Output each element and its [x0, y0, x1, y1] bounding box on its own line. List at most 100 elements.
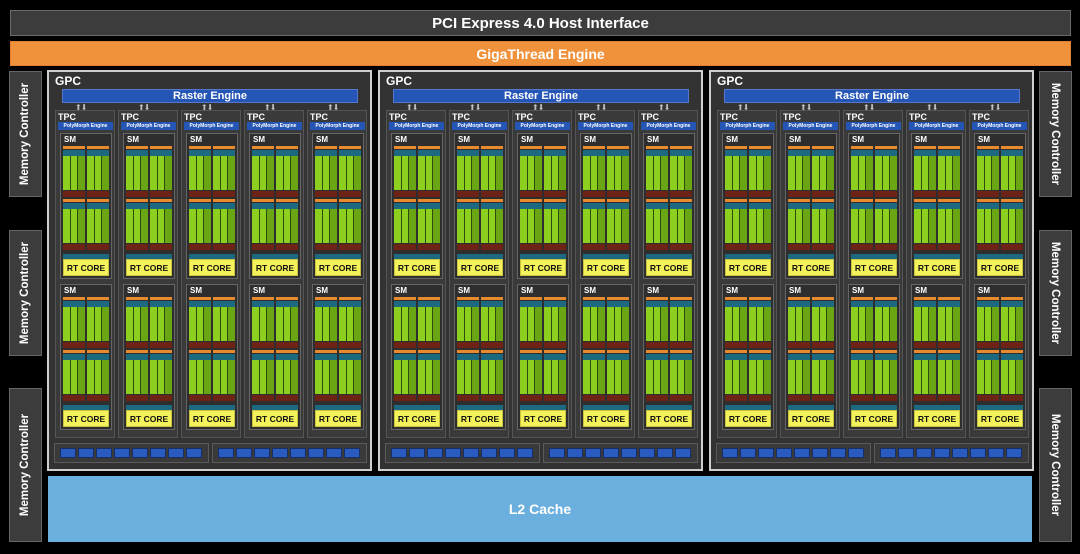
- sm-processing-block: [394, 199, 417, 252]
- sm-processing-block: [812, 146, 835, 199]
- streaming-multiprocessor: SM: [785, 284, 837, 430]
- tpc-label: TPC: [641, 112, 659, 122]
- tpc: TPC PolyMorph Engine SM: [843, 110, 903, 438]
- sm-processing-block: [213, 297, 236, 350]
- sm-processing-block: [276, 350, 299, 403]
- sm-processing-block: [914, 199, 937, 252]
- sm-processing-block: [725, 146, 748, 199]
- polymorph-label: PolyMorph Engine: [252, 123, 297, 129]
- cuda-cores: [875, 156, 898, 190]
- sm-processing-block: [851, 199, 874, 252]
- sm-partition: [126, 199, 173, 252]
- cuda-cores: [544, 307, 567, 341]
- sm-processing-block: [418, 146, 441, 199]
- streaming-multiprocessor: SM: [643, 284, 695, 430]
- cuda-cores: [418, 307, 441, 341]
- rt-core-label: RT CORE: [728, 413, 768, 424]
- rt-core-label: RT CORE: [318, 262, 358, 273]
- sm-processing-block: [749, 199, 772, 252]
- streaming-multiprocessor: SM: [722, 284, 774, 430]
- gpc-label: GPC: [717, 74, 744, 88]
- tpc: TPC PolyMorph Engine SM: [244, 110, 304, 438]
- memory-block: [848, 448, 864, 458]
- sm-processing-block: [63, 297, 86, 350]
- polymorph-engine: PolyMorph Engine: [389, 122, 444, 130]
- rt-core-label: RT CORE: [523, 413, 563, 424]
- cuda-cores: [938, 209, 961, 243]
- cuda-cores: [63, 209, 86, 243]
- memory-block: [1006, 448, 1022, 458]
- memory-block: [427, 448, 443, 458]
- sm-processing-block: [670, 199, 693, 252]
- tpc-label: TPC: [720, 112, 738, 122]
- memory-block: [186, 448, 202, 458]
- sm-partition: [914, 350, 961, 403]
- sm-label: SM: [789, 135, 801, 144]
- sm-shared-memory: [63, 254, 109, 262]
- gpc-2: GPC Raster Engine ⬆⬇ TPC PolyMorph Engine…: [378, 70, 703, 471]
- cuda-cores: [977, 156, 1000, 190]
- sm-partition: [977, 199, 1024, 252]
- sm-label: SM: [190, 286, 202, 295]
- rt-core-label: RT CORE: [66, 413, 106, 424]
- cuda-cores: [126, 307, 149, 341]
- sm-label: SM: [64, 135, 76, 144]
- memory-block: [812, 448, 828, 458]
- cuda-cores: [646, 156, 669, 190]
- cuda-cores: [812, 156, 835, 190]
- sm-shared-memory: [646, 405, 692, 413]
- cuda-cores: [914, 307, 937, 341]
- cuda-cores: [1001, 360, 1024, 394]
- raster-engine-label: Raster Engine: [835, 90, 909, 102]
- rt-core: RT CORE: [457, 410, 503, 427]
- cuda-cores: [977, 307, 1000, 341]
- sm-shared-memory: [725, 254, 771, 262]
- sm-processing-block: [544, 199, 567, 252]
- sm-shared-memory: [457, 254, 503, 262]
- streaming-multiprocessor: SM: [249, 133, 301, 279]
- polymorph-label: PolyMorph Engine: [126, 123, 171, 129]
- sm-label: SM: [852, 135, 864, 144]
- sm-processing-block: [977, 199, 1000, 252]
- bidirectional-arrow-icon: ⬆⬇: [201, 103, 213, 112]
- sm-partition: [394, 199, 441, 252]
- cuda-cores: [938, 156, 961, 190]
- sm-processing-block: [481, 297, 504, 350]
- streaming-multiprocessor: SM: [911, 284, 963, 430]
- sm-partition: [520, 297, 567, 350]
- cuda-cores: [749, 156, 772, 190]
- sm-label: SM: [584, 286, 596, 295]
- cuda-cores: [749, 307, 772, 341]
- rt-core: RT CORE: [851, 259, 897, 276]
- rt-core: RT CORE: [914, 259, 960, 276]
- polymorph-label: PolyMorph Engine: [394, 123, 439, 129]
- polymorph-engine: PolyMorph Engine: [720, 122, 775, 130]
- streaming-multiprocessor: SM: [249, 284, 301, 430]
- raster-engine: Raster Engine: [393, 89, 689, 103]
- memory-block: [898, 448, 914, 458]
- sm-processing-block: [418, 297, 441, 350]
- cuda-cores: [812, 307, 835, 341]
- memory-block: [758, 448, 774, 458]
- tpc-label: TPC: [58, 112, 76, 122]
- tpc: TPC PolyMorph Engine SM: [307, 110, 367, 438]
- memory-block: [236, 448, 252, 458]
- memory-block: [916, 448, 932, 458]
- sm-processing-block: [1001, 297, 1024, 350]
- memory-block: [675, 448, 691, 458]
- sm-processing-block: [457, 199, 480, 252]
- memory-controller-left-3: Memory Controller: [9, 388, 42, 542]
- sm-processing-block: [339, 297, 362, 350]
- sm-processing-block: [189, 199, 212, 252]
- cuda-cores: [189, 360, 212, 394]
- sm-processing-block: [1001, 350, 1024, 403]
- sm-processing-block: [749, 146, 772, 199]
- cuda-cores: [189, 209, 212, 243]
- sm-shared-memory: [977, 405, 1023, 413]
- cuda-cores: [418, 156, 441, 190]
- mc-label: Memory Controller: [1049, 241, 1062, 345]
- cuda-cores: [126, 156, 149, 190]
- sm-processing-block: [670, 350, 693, 403]
- sm-partition: [457, 199, 504, 252]
- sm-partition: [851, 297, 898, 350]
